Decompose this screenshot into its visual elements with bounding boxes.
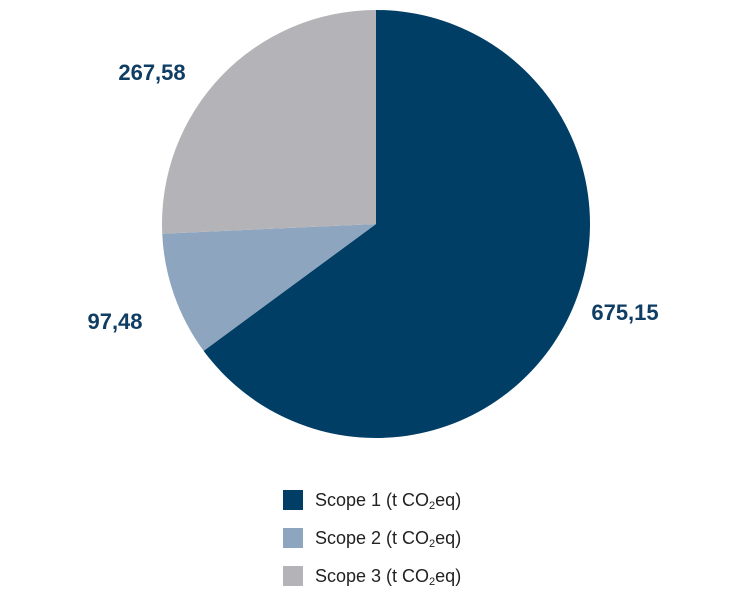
legend-label-scope-3: Scope 3 (t CO2eq) xyxy=(315,565,462,588)
legend-swatch-scope-3 xyxy=(283,566,303,586)
pie-slice-scope-2 xyxy=(162,224,376,351)
data-label-scope-3: 267,58 xyxy=(118,60,185,85)
pie-slice-scope-1 xyxy=(203,10,590,438)
legend-label-scope-1: Scope 1 (t CO2eq) xyxy=(315,489,462,512)
legend-label-scope-2: Scope 2 (t CO2eq) xyxy=(315,527,462,550)
legend-item-scope-1: Scope 1 (t CO2eq) xyxy=(283,488,461,512)
legend: Scope 1 (t CO2eq) Scope 2 (t CO2eq) Scop… xyxy=(283,488,461,602)
data-label-scope-1: 675,15 xyxy=(591,300,658,325)
pie-data-labels: 675,15 97,48 267,58 xyxy=(87,60,658,334)
pie-slices xyxy=(161,10,590,438)
legend-swatch-scope-1 xyxy=(283,490,303,510)
legend-item-scope-3: Scope 3 (t CO2eq) xyxy=(283,564,461,588)
pie-slice-scope-3 xyxy=(161,10,376,234)
legend-item-scope-2: Scope 2 (t CO2eq) xyxy=(283,526,461,550)
data-label-scope-2: 97,48 xyxy=(87,309,142,334)
legend-swatch-scope-2 xyxy=(283,528,303,548)
